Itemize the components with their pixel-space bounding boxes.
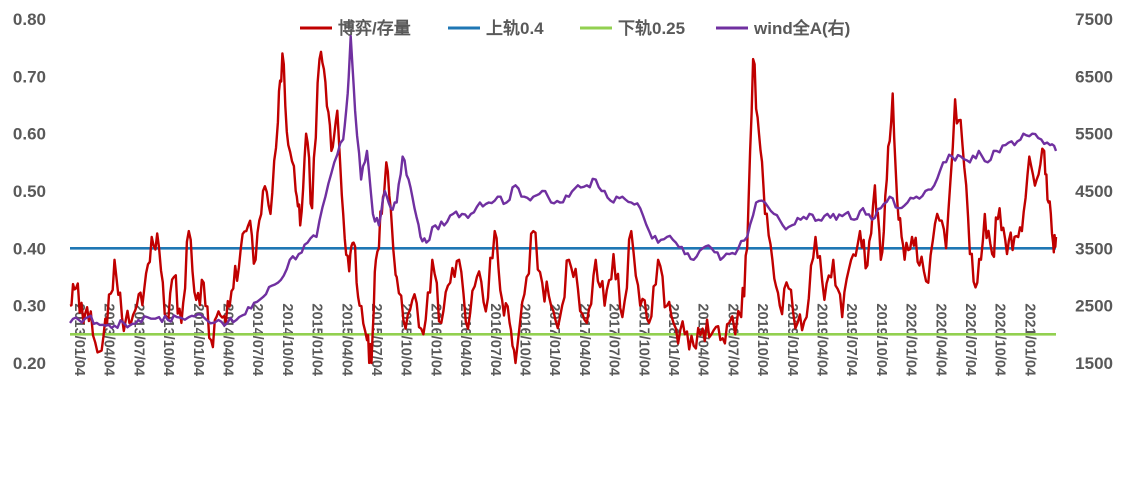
legend-label-windA: wind全A(右): [753, 18, 850, 38]
x-axis: 2013/01/04 2013/04/04 2013/07/04 2013/10/04…: [71, 303, 1037, 376]
x-tick-9: 2015/04/04: [338, 303, 354, 376]
legend-item-lower: 下轨0.25: [580, 18, 685, 38]
legend-item-windA: wind全A(右): [716, 18, 850, 38]
left-axis: 0.20 0.30 0.40 0.50 0.60 0.70 0.80: [13, 10, 46, 373]
y-tick-left-0: 0.20: [13, 354, 46, 373]
y-tick-left-2: 0.40: [13, 239, 46, 258]
x-tick-32: 2021/01/04: [1021, 303, 1037, 376]
x-tick-19: 2017/10/04: [635, 303, 651, 376]
x-tick-24: 2019/01/04: [784, 303, 800, 376]
legend-label-game: 博弈/存量: [338, 18, 411, 38]
x-tick-30: 2020/07/04: [962, 303, 978, 376]
legend-label-upper: 上轨0.4: [486, 18, 544, 38]
x-tick-4: 2014/01/04: [190, 303, 206, 376]
x-tick-7: 2014/10/04: [279, 303, 295, 376]
y-tick-right-1: 2500: [1075, 297, 1113, 316]
plot-area: [69, 35, 1058, 365]
x-tick-10: 2015/07/04: [368, 303, 384, 376]
x-tick-25: 2019/04/04: [814, 303, 830, 376]
y-tick-left-1: 0.30: [13, 297, 46, 316]
x-tick-11: 2015/10/04: [398, 303, 414, 376]
legend: 博弈/存量 上轨0.4 下轨0.25 wind全A(右): [300, 18, 850, 38]
x-tick-18: 2017/07/04: [606, 303, 622, 376]
legend-item-upper: 上轨0.4: [448, 18, 544, 38]
legend-label-lower: 下轨0.25: [618, 18, 685, 38]
x-tick-12: 2016/01/04: [427, 303, 443, 376]
x-tick-17: 2017/04/04: [576, 303, 592, 376]
x-tick-31: 2020/10/04: [992, 303, 1008, 376]
x-tick-29: 2020/04/04: [932, 303, 948, 376]
y-tick-left-3: 0.50: [13, 182, 46, 201]
series-line-3: [69, 35, 1058, 330]
y-tick-right-2: 3500: [1075, 239, 1113, 258]
y-tick-right-5: 6500: [1075, 67, 1113, 86]
y-tick-right-0: 1500: [1075, 354, 1113, 373]
x-tick-6: 2014/07/04: [249, 303, 265, 376]
y-tick-right-6: 7500: [1075, 10, 1113, 29]
x-tick-8: 2015/01/04: [309, 303, 325, 376]
x-tick-20: 2018/01/04: [665, 303, 681, 376]
x-tick-28: 2020/01/04: [903, 303, 919, 376]
x-tick-26: 2019/07/04: [843, 303, 859, 376]
y-tick-right-4: 5500: [1075, 125, 1113, 144]
y-tick-left-4: 0.60: [13, 125, 46, 144]
y-tick-left-5: 0.70: [13, 67, 46, 86]
x-tick-27: 2019/10/04: [873, 303, 889, 376]
x-tick-14: 2016/07/04: [487, 303, 503, 376]
y-tick-left-6: 0.80: [13, 10, 46, 29]
right-axis: 1500 2500 3500 4500 5500 6500 7500: [1075, 10, 1113, 373]
series-line-0: [69, 50, 1058, 365]
x-tick-23: 2018/10/04: [754, 303, 770, 376]
y-tick-right-3: 4500: [1075, 182, 1113, 201]
legend-item-game: 博弈/存量: [300, 18, 411, 38]
